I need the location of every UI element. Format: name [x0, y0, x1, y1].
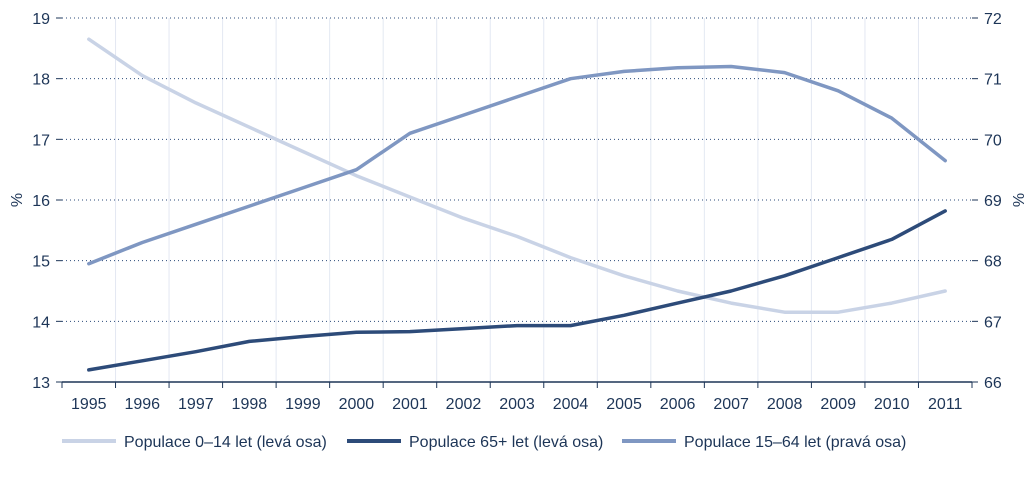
x-tick-label: 1995	[71, 396, 107, 413]
series-lines	[87, 37, 947, 372]
x-tick-label: 2005	[606, 396, 642, 413]
x-tick-label: 2003	[499, 396, 535, 413]
right-tick-label: 67	[984, 314, 1002, 331]
left-tick-label: 19	[32, 11, 50, 28]
left-tick-label: 17	[32, 132, 50, 149]
series-line	[87, 37, 947, 314]
x-tick-label: 2010	[874, 396, 910, 413]
right-axis-title: %	[1011, 193, 1028, 207]
x-tick-label: 2007	[713, 396, 749, 413]
x-tick-label: 2000	[339, 396, 375, 413]
x-tick-label: 2002	[446, 396, 482, 413]
x-tick-label: 1998	[232, 396, 268, 413]
left-tick-label: 16	[32, 193, 50, 210]
x-tick-label: 2009	[820, 396, 856, 413]
legend: Populace 0–14 let (levá osa) Populace 65+…	[62, 434, 906, 451]
x-axis-ticks: 1995 1996 1997 1998 1999 2000 2001 2002 2003 2004…	[61, 382, 973, 413]
x-tick-label: 2006	[660, 396, 696, 413]
series-line	[87, 64, 947, 266]
left-axis-ticks: 13 14 15 16 17 18 19	[32, 11, 62, 392]
x-tick-label: 2004	[553, 396, 589, 413]
left-tick-label: 14	[32, 314, 50, 331]
legend-label: Populace 15–64 let (pravá osa)	[684, 434, 906, 451]
right-tick-label: 68	[984, 254, 1002, 271]
left-tick-label: 13	[32, 375, 50, 392]
right-tick-label: 69	[984, 193, 1002, 210]
right-tick-label: 71	[984, 72, 1002, 89]
legend-label: Populace 65+ let (levá osa)	[409, 434, 603, 451]
series-line	[87, 209, 947, 372]
x-tick-label: 2011	[928, 396, 963, 413]
left-tick-label: 18	[32, 72, 50, 89]
right-tick-label: 70	[984, 132, 1002, 149]
x-tick-label: 2001	[392, 396, 428, 413]
x-tick-label: 1997	[178, 396, 214, 413]
x-tick-label: 1996	[124, 396, 160, 413]
x-tick-label: 1999	[285, 396, 321, 413]
right-axis-ticks: 66 67 68 69 70 71 72	[972, 11, 1002, 392]
grid-lines	[62, 17, 972, 382]
right-tick-label: 66	[984, 375, 1002, 392]
left-axis-title: %	[9, 193, 26, 207]
legend-label: Populace 0–14 let (levá osa)	[124, 434, 327, 451]
right-tick-label: 72	[984, 11, 1002, 28]
x-tick-label: 2008	[767, 396, 803, 413]
left-tick-label: 15	[32, 254, 50, 271]
